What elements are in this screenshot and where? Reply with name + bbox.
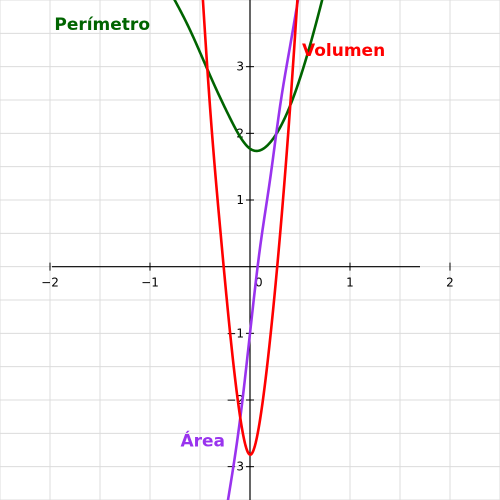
- x-tick-label: 0: [255, 276, 263, 290]
- curve-perimetro: [173, 0, 324, 153]
- x-tick-label: 1: [346, 276, 354, 290]
- y-tick-label: 1: [236, 193, 244, 207]
- label-perimetro: Perímetro: [54, 15, 150, 35]
- y-tick-label: 3: [236, 60, 244, 74]
- y-tick-label: 2: [236, 126, 244, 140]
- axes: [52, 0, 420, 500]
- curve-labels: Perímetro Volumen Área: [54, 15, 385, 452]
- x-tick-label: −2: [41, 276, 59, 290]
- y-tick-label: −2: [226, 393, 244, 407]
- y-tick-label: −3: [226, 460, 244, 474]
- curves: [173, 0, 324, 500]
- x-tick-label: −1: [141, 276, 159, 290]
- x-tick-label: 2: [446, 276, 454, 290]
- label-area: Área: [180, 430, 225, 452]
- curve-area: [226, 0, 300, 500]
- label-volumen: Volumen: [302, 41, 385, 61]
- curve-volumen: [201, 0, 299, 456]
